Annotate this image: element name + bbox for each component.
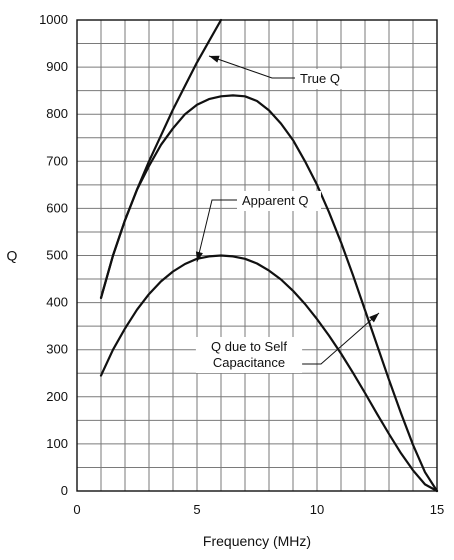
x-tick-label: 15 — [430, 502, 444, 517]
arrow-head — [195, 251, 203, 262]
plot-frame — [76, 19, 438, 492]
y-tick-label: 700 — [46, 153, 68, 168]
annotation-background — [195, 337, 303, 373]
x-tick-label: 10 — [310, 502, 324, 517]
series-line-2 — [99, 94, 439, 493]
x-axis-label: Frequency (MHz) — [203, 533, 311, 549]
arrow-head — [209, 55, 220, 63]
leader-line — [299, 312, 380, 365]
leader-line — [208, 55, 296, 79]
annotation-background — [295, 69, 350, 89]
y-tick-label: 1000 — [39, 12, 68, 27]
y-axis-tick-labels: 0 100 200 300 400 500 600 700 800 900 1000 — [39, 12, 68, 498]
arrow-head — [369, 313, 379, 323]
annotation-true-q: True Q — [295, 69, 350, 89]
leader-line — [196, 199, 238, 263]
annotation-text: Apparent Q — [242, 193, 309, 208]
y-tick-label: 800 — [46, 106, 68, 121]
y-tick-label: 900 — [46, 59, 68, 74]
annotation-background — [237, 191, 321, 211]
series-lines — [99, 18, 439, 493]
y-tick-label: 500 — [46, 248, 68, 263]
y-tick-label: 400 — [46, 295, 68, 310]
series-line-3 — [99, 254, 439, 493]
annotation-text: Capacitance — [213, 355, 285, 370]
y-tick-label: 600 — [46, 200, 68, 215]
y-tick-label: 100 — [46, 436, 68, 451]
series-line-1 — [99, 18, 223, 299]
x-axis-tick-labels: 0 5 10 15 — [73, 502, 444, 517]
annotation-text: True Q — [300, 71, 340, 86]
x-tick-label: 5 — [193, 502, 200, 517]
y-axis-label: Q — [7, 248, 18, 264]
annotation-text: Q due to Self — [211, 339, 287, 354]
y-tick-label: 0 — [61, 483, 68, 498]
annotation-apparent-q: Apparent Q — [237, 191, 321, 211]
y-tick-label: 300 — [46, 342, 68, 357]
x-tick-label: 0 — [73, 502, 80, 517]
y-tick-label: 200 — [46, 389, 68, 404]
grid — [77, 20, 437, 491]
